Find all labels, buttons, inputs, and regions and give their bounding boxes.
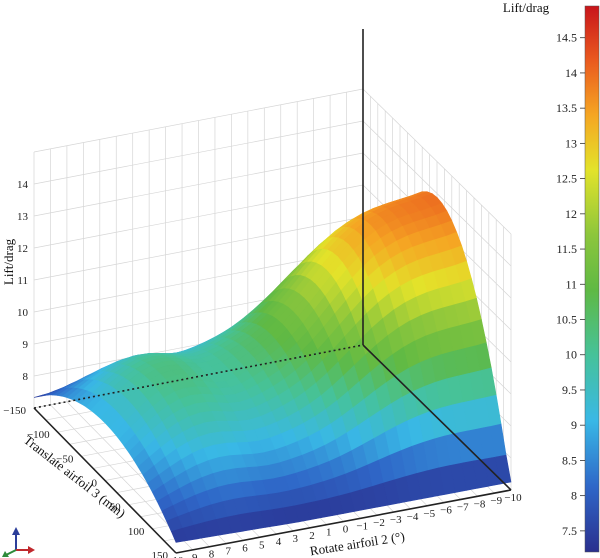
y-tick-label: −50 [56, 453, 74, 465]
colorbar-tick-label: 12 [565, 207, 577, 221]
grid-line [33, 152, 364, 217]
x-tick-label: 3 [293, 533, 299, 545]
x-tick-label: 10 [173, 555, 185, 558]
grid-line [362, 120, 512, 267]
z-tick-label: 13 [17, 211, 29, 223]
colorbar-tick-label: 12.5 [556, 172, 577, 186]
colorbar-tick-label: 8.5 [562, 453, 577, 467]
colorbar [584, 5, 600, 553]
x-tick-label: −4 [407, 511, 419, 523]
colorbar-tick-label: 14 [565, 66, 577, 80]
x-tick-label: −7 [457, 501, 469, 513]
x-tick-label: −9 [490, 495, 502, 507]
z-tick-label: 9 [23, 339, 29, 351]
x-tick-label: −5 [423, 508, 435, 520]
z-axis-ticks: 8 9 10 11 12 13 14 [17, 179, 29, 383]
colorbar-ticks: 7.5 8 8.5 9 9.5 10 10.5 11 11.5 12 12.5 13 13.5 14 14.… [556, 31, 585, 538]
z-axis-title: Lift/drag [1, 238, 16, 285]
colorbar-tick-label: 13 [565, 136, 577, 150]
y-tick-label: 100 [128, 526, 145, 538]
x-tick-label: 9 [192, 552, 198, 558]
colorbar-tick-label: 8 [571, 489, 577, 503]
y-tick-label: 0 [92, 478, 98, 490]
y-tick-label: −150 [3, 405, 26, 417]
y-axis-line [33, 407, 177, 554]
z-tick-label: 11 [17, 275, 28, 287]
y-tick-label: −100 [27, 429, 50, 441]
x-tick-label: 5 [259, 539, 265, 551]
x-axis-title: Rotate airfoil 2 (°) [309, 529, 406, 558]
z-tick-label: 8 [23, 371, 29, 383]
grid-line [33, 88, 364, 153]
z-tick-label: 10 [17, 307, 29, 319]
grid-line [33, 120, 364, 185]
colorbar-tick-label: 10.5 [556, 313, 577, 327]
x-tick-label: −2 [373, 517, 385, 529]
surface-patch [170, 527, 188, 543]
x-tick-label: −6 [440, 505, 452, 517]
colorbar-tick-label: 10 [565, 348, 577, 362]
colorbar-tick-label: 13.5 [556, 101, 577, 115]
response-surface [33, 191, 512, 543]
colorbar-tick-label: 11.5 [556, 242, 577, 256]
back-right-edge [362, 344, 512, 491]
colorbar-tick-label: 7.5 [562, 524, 577, 538]
x-tick-label: 2 [309, 530, 315, 542]
x-tick-label: −3 [390, 514, 402, 526]
colorbar-title: Lift/drag [503, 0, 550, 15]
x-tick-label: −10 [504, 492, 522, 504]
colorbar-tick-label: 11 [565, 277, 577, 291]
grid-line [362, 88, 512, 235]
x-tick-label: −1 [356, 520, 368, 532]
z-tick-label: 14 [17, 179, 29, 191]
x-tick-label: 1 [326, 527, 332, 539]
x-tick-label: 0 [343, 524, 349, 536]
colorbar-tick-label: 9 [571, 418, 577, 432]
x-axis-line [175, 489, 512, 554]
grid-line [33, 216, 364, 281]
axis-box-edges [33, 29, 512, 554]
xyz-triad-icon [2, 527, 35, 557]
x-tick-label: −8 [474, 498, 486, 510]
colorbar-tick-label: 14.5 [556, 31, 577, 45]
grid-line [33, 184, 364, 249]
z-tick-label: 12 [17, 243, 28, 255]
hidden-edge [33, 344, 364, 409]
x-tick-label: 6 [242, 542, 248, 554]
y-axis-title: Translate airfoil 3 (mm) [21, 432, 129, 521]
x-tick-label: 8 [209, 549, 215, 558]
y-axis-ticks: −150−100 −50 0 50 100 150 [3, 405, 168, 558]
x-tick-label: 7 [226, 546, 232, 558]
y-tick-label: 150 [152, 550, 169, 558]
x-axis-ticks: 109876543210−1−2−3−4−5−6−7−8−9−10 [173, 492, 523, 558]
y-tick-label: 50 [110, 502, 122, 514]
x-tick-label: 4 [276, 536, 282, 548]
colorbar-tick-label: 9.5 [562, 383, 577, 397]
